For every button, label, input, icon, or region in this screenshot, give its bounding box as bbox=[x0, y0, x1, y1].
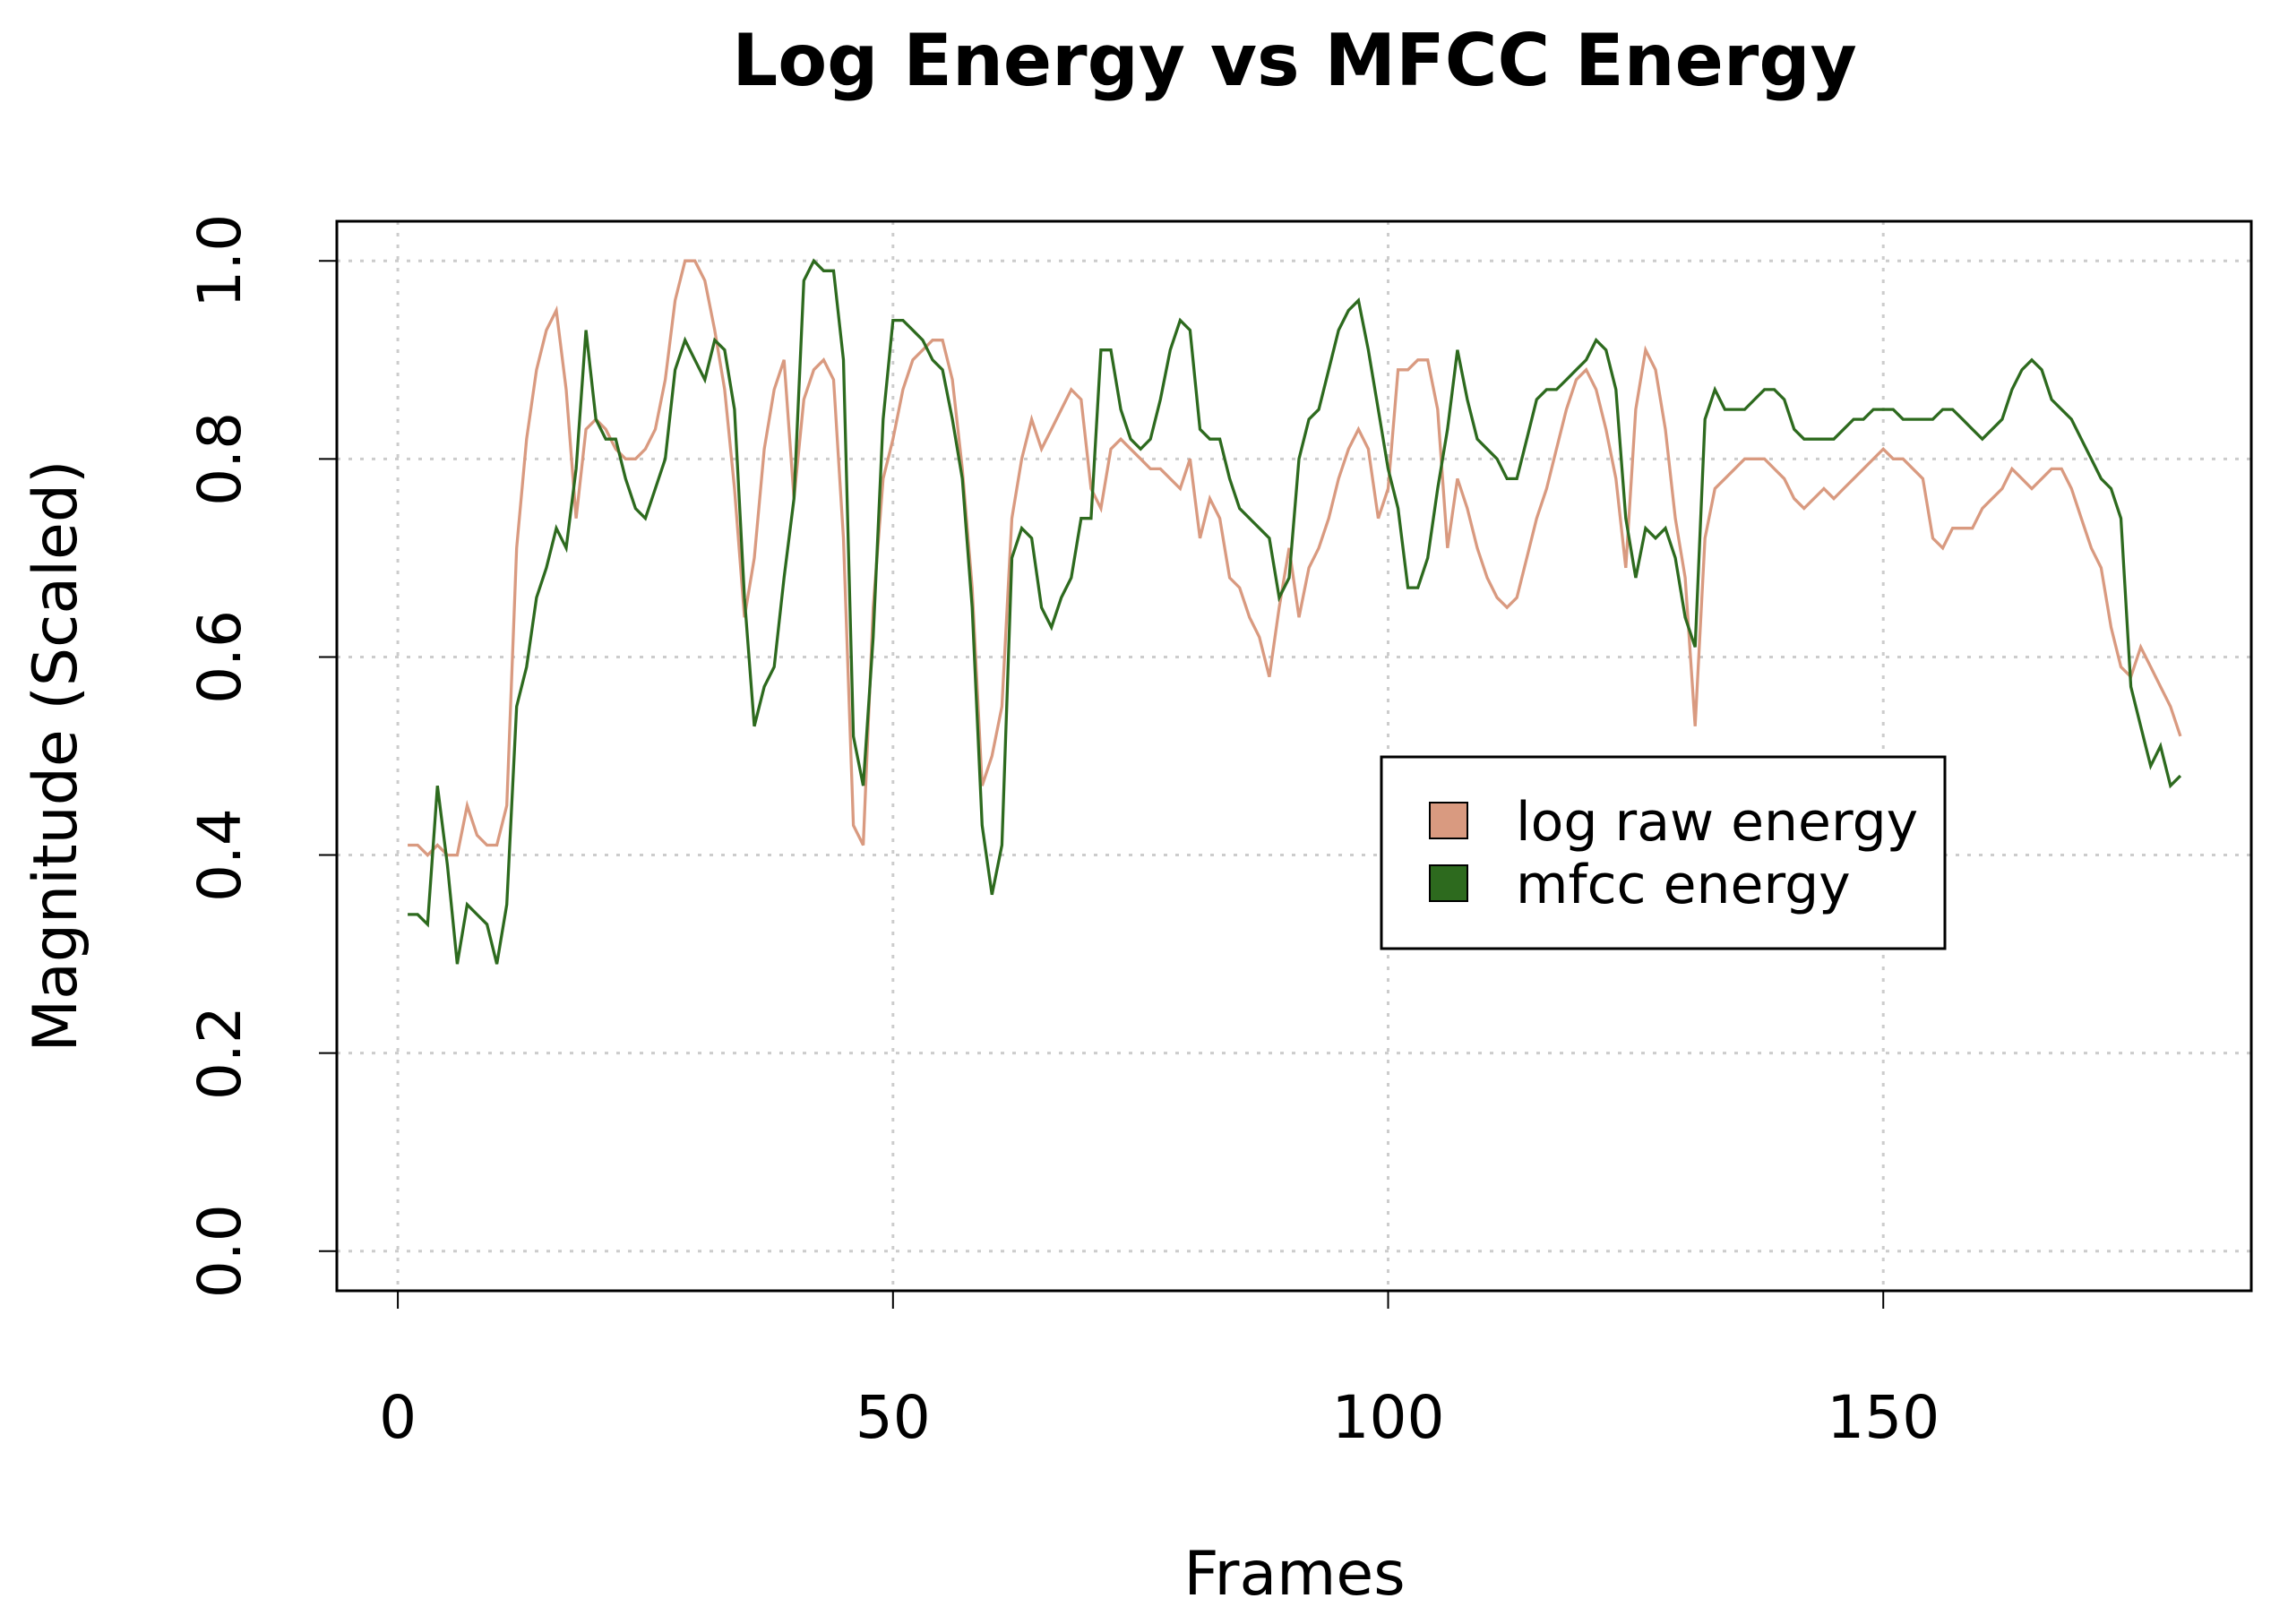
y-tick-label: 0.8 bbox=[185, 412, 254, 506]
y-axis-label: Magnitude (Scaled) bbox=[21, 460, 91, 1052]
y-tick-label: 0.4 bbox=[185, 808, 254, 902]
legend-label: mfcc energy bbox=[1516, 854, 1851, 916]
y-tick-label: 1.0 bbox=[185, 214, 254, 308]
y-tick-label: 0.6 bbox=[185, 610, 254, 704]
y-tick-label: 0.0 bbox=[185, 1204, 254, 1298]
chart-title: Log Energy vs MFCC Energy bbox=[732, 19, 1857, 102]
series-line bbox=[408, 259, 2182, 857]
x-tick-label: 150 bbox=[1827, 1383, 1940, 1452]
x-tick-label: 50 bbox=[856, 1383, 931, 1452]
x-tick-label: 100 bbox=[1332, 1383, 1445, 1452]
legend-box bbox=[1380, 755, 1947, 950]
plot-frame bbox=[335, 219, 2253, 1293]
series-line bbox=[408, 258, 2182, 965]
y-tick-label: 0.2 bbox=[185, 1006, 254, 1100]
legend-label: log raw energy bbox=[1516, 791, 1918, 854]
x-tick-label: 0 bbox=[379, 1383, 417, 1452]
x-axis-label: Frames bbox=[1183, 1539, 1405, 1610]
legend-swatch bbox=[1429, 864, 1468, 902]
legend-swatch bbox=[1429, 802, 1468, 839]
